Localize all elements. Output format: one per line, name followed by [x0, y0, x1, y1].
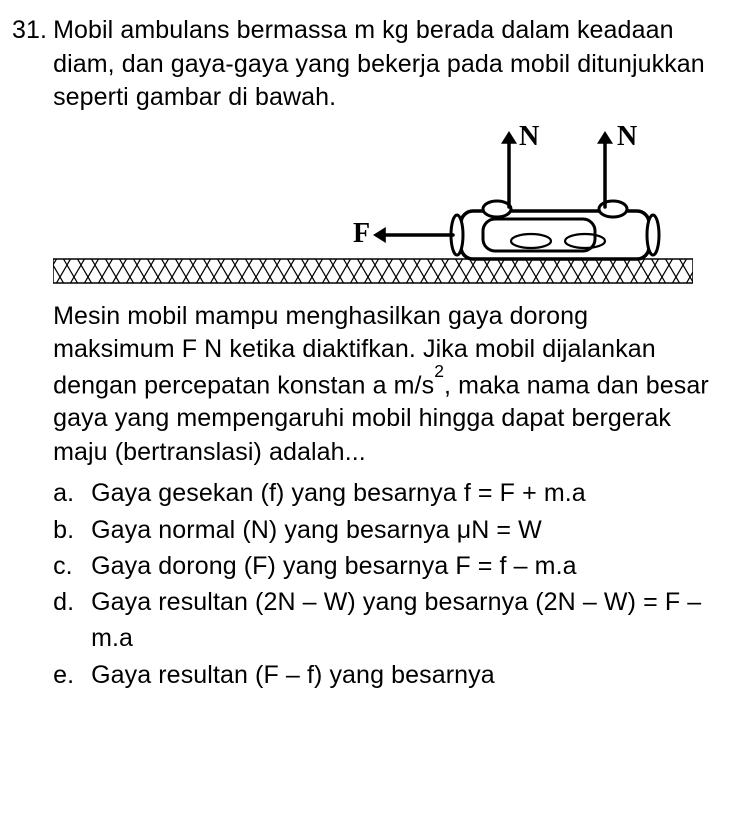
option-row: c. Gaya dorong (F) yang besarnya F = f – … [53, 548, 716, 584]
option-text: Gaya resultan (2N – W) yang besarnya (2N… [91, 584, 716, 657]
option-letter: c. [53, 548, 77, 584]
svg-text:N: N [617, 121, 637, 152]
question-stem: Mobil ambulans bermassa m kg berada dala… [53, 14, 716, 115]
option-letter: b. [53, 512, 77, 548]
option-row: e. Gaya resultan (F – f) yang besarnya [53, 657, 716, 693]
option-letter: d. [53, 584, 77, 620]
question-number: 31. [12, 14, 47, 48]
figure: F N N [53, 121, 716, 296]
question-body: Mobil ambulans bermassa m kg berada dala… [53, 14, 716, 693]
option-row: d. Gaya resultan (2N – W) yang besarnya (… [53, 584, 716, 657]
figure-svg: F N N [53, 121, 693, 291]
option-row: b. Gaya normal (N) yang besarnya μN = W [53, 512, 716, 548]
option-text: Gaya resultan (F – f) yang besarnya [91, 657, 716, 693]
question-explanation: Mesin mobil mampu menghasilkan gaya doro… [53, 300, 716, 470]
svg-text:N: N [519, 121, 539, 152]
option-text: Gaya dorong (F) yang besarnya F = f – m.… [91, 548, 716, 584]
option-letter: e. [53, 657, 77, 693]
svg-text:F: F [353, 218, 370, 249]
options-list: a. Gaya gesekan (f) yang besarnya f = F +… [53, 475, 716, 693]
option-text: Gaya normal (N) yang besarnya μN = W [91, 512, 716, 548]
option-letter: a. [53, 475, 77, 511]
option-text: Gaya gesekan (f) yang besarnya f = F + m… [91, 475, 716, 511]
option-row: a. Gaya gesekan (f) yang besarnya f = F +… [53, 475, 716, 511]
